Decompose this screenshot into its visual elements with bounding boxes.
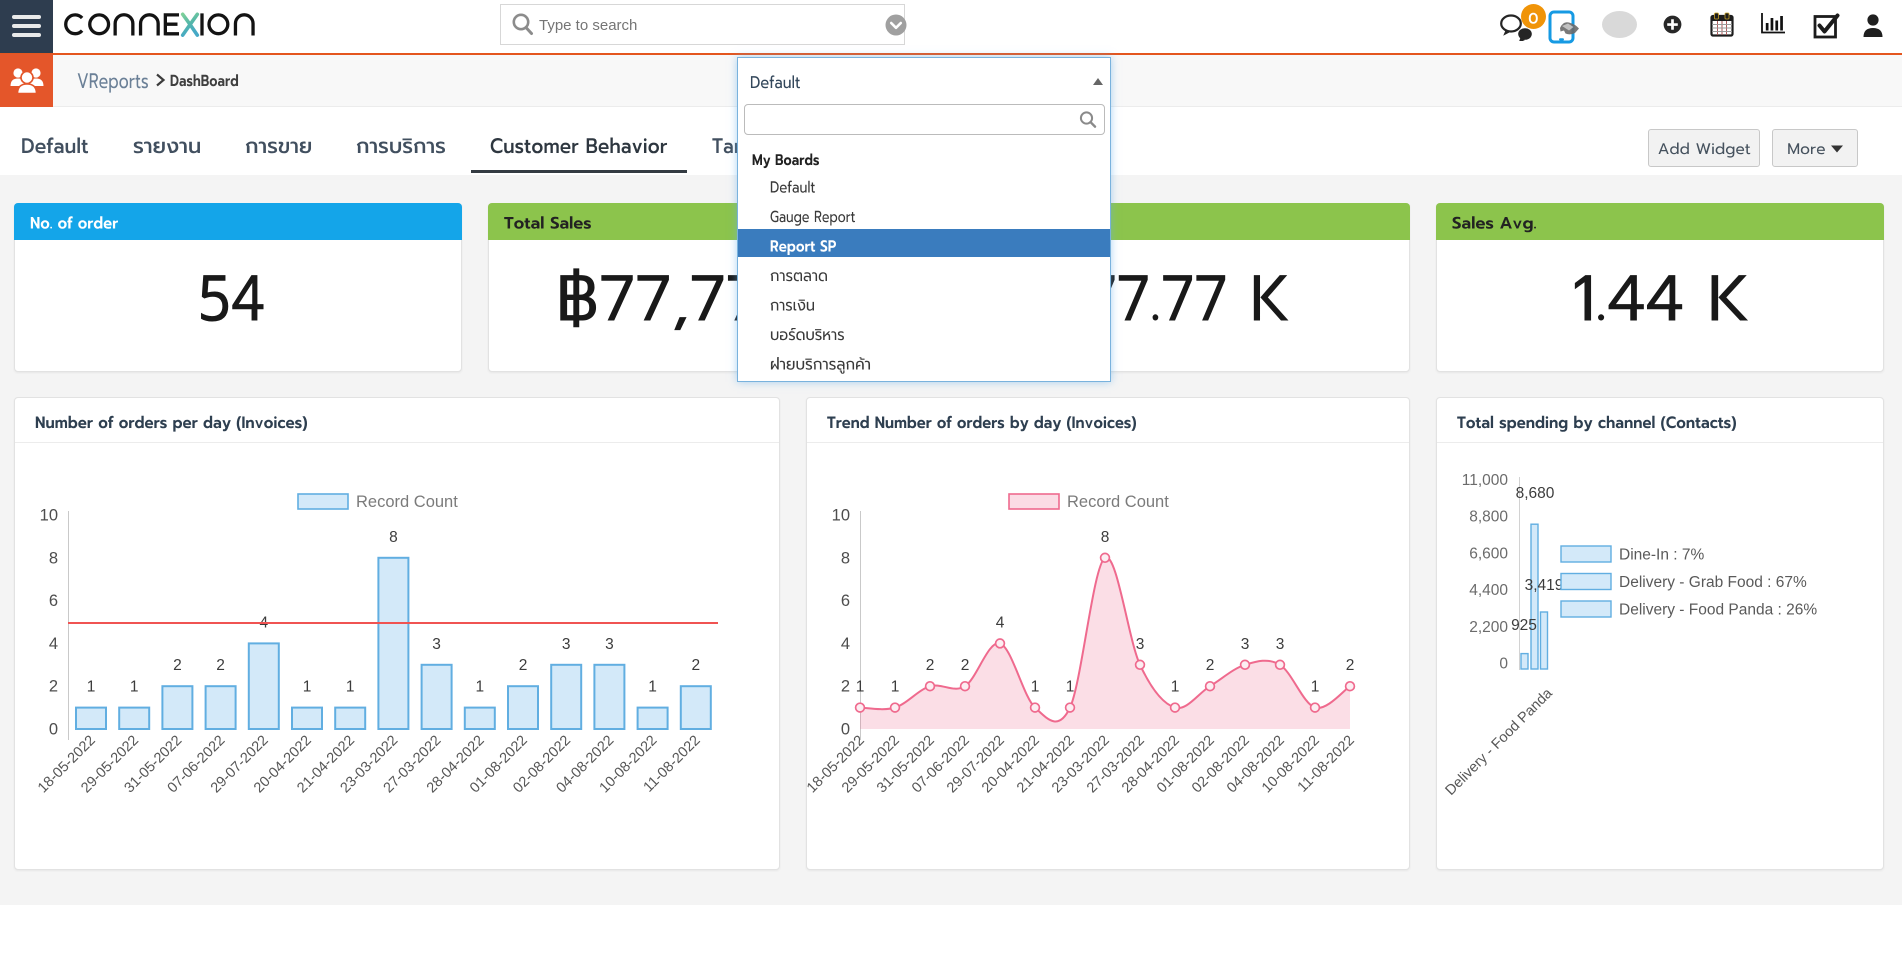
svg-text:Delivery - Food Panda : 26%: Delivery - Food Panda : 26% bbox=[1619, 602, 1817, 619]
svg-text:3: 3 bbox=[605, 636, 614, 653]
svg-text:2: 2 bbox=[519, 657, 528, 674]
svg-text:2: 2 bbox=[841, 678, 850, 696]
svg-text:925: 925 bbox=[1511, 617, 1537, 634]
svg-text:2: 2 bbox=[49, 678, 58, 696]
svg-text:4: 4 bbox=[996, 614, 1005, 631]
svg-text:8: 8 bbox=[1101, 529, 1110, 546]
svg-text:0: 0 bbox=[49, 721, 58, 739]
svg-text:8,800: 8,800 bbox=[1469, 509, 1508, 526]
svg-text:1: 1 bbox=[1171, 679, 1180, 696]
svg-text:2: 2 bbox=[926, 657, 935, 674]
svg-text:2: 2 bbox=[961, 657, 970, 674]
svg-text:Dine-In : 7%: Dine-In : 7% bbox=[1619, 547, 1705, 564]
svg-text:Record Count: Record Count bbox=[356, 493, 458, 511]
svg-text:Delivery - Grab Food : 67%: Delivery - Grab Food : 67% bbox=[1619, 574, 1807, 591]
svg-text:3: 3 bbox=[432, 636, 441, 653]
svg-text:1: 1 bbox=[303, 679, 312, 696]
svg-text:1: 1 bbox=[648, 679, 657, 696]
svg-text:3: 3 bbox=[562, 636, 571, 653]
svg-text:6: 6 bbox=[49, 592, 58, 610]
svg-text:4: 4 bbox=[49, 635, 58, 653]
svg-text:3: 3 bbox=[1276, 636, 1285, 653]
svg-text:11,000: 11,000 bbox=[1462, 472, 1509, 489]
svg-text:10: 10 bbox=[832, 507, 850, 525]
svg-text:1: 1 bbox=[475, 679, 484, 696]
svg-text:1: 1 bbox=[346, 679, 355, 696]
svg-text:8: 8 bbox=[49, 549, 58, 567]
svg-text:1: 1 bbox=[1311, 679, 1320, 696]
svg-text:6,600: 6,600 bbox=[1469, 545, 1508, 562]
svg-text:0: 0 bbox=[1499, 656, 1508, 673]
svg-text:2: 2 bbox=[691, 657, 700, 674]
svg-text:8: 8 bbox=[841, 549, 850, 567]
svg-text:2: 2 bbox=[216, 657, 225, 674]
svg-text:0: 0 bbox=[841, 721, 850, 739]
svg-text:8: 8 bbox=[389, 529, 398, 546]
svg-text:4,400: 4,400 bbox=[1469, 582, 1508, 599]
svg-text:4: 4 bbox=[841, 635, 850, 653]
svg-text:10: 10 bbox=[40, 507, 58, 525]
svg-text:3,419: 3,419 bbox=[1525, 577, 1564, 594]
svg-text:1: 1 bbox=[856, 679, 865, 696]
svg-text:Delivery - Food Panda: Delivery - Food Panda bbox=[1443, 685, 1557, 799]
svg-text:8,680: 8,680 bbox=[1516, 485, 1555, 502]
svg-text:Record Count: Record Count bbox=[1067, 493, 1169, 511]
svg-text:1: 1 bbox=[891, 679, 900, 696]
svg-text:6: 6 bbox=[841, 592, 850, 610]
svg-text:2: 2 bbox=[173, 657, 182, 674]
svg-text:2: 2 bbox=[1346, 657, 1355, 674]
svg-text:1: 1 bbox=[130, 679, 139, 696]
svg-text:1: 1 bbox=[87, 679, 96, 696]
svg-text:2: 2 bbox=[1206, 657, 1215, 674]
svg-text:2,200: 2,200 bbox=[1469, 619, 1508, 636]
svg-text:1: 1 bbox=[1031, 679, 1040, 696]
svg-text:1: 1 bbox=[1066, 679, 1075, 696]
svg-text:3: 3 bbox=[1136, 636, 1145, 653]
svg-text:3: 3 bbox=[1241, 636, 1250, 653]
